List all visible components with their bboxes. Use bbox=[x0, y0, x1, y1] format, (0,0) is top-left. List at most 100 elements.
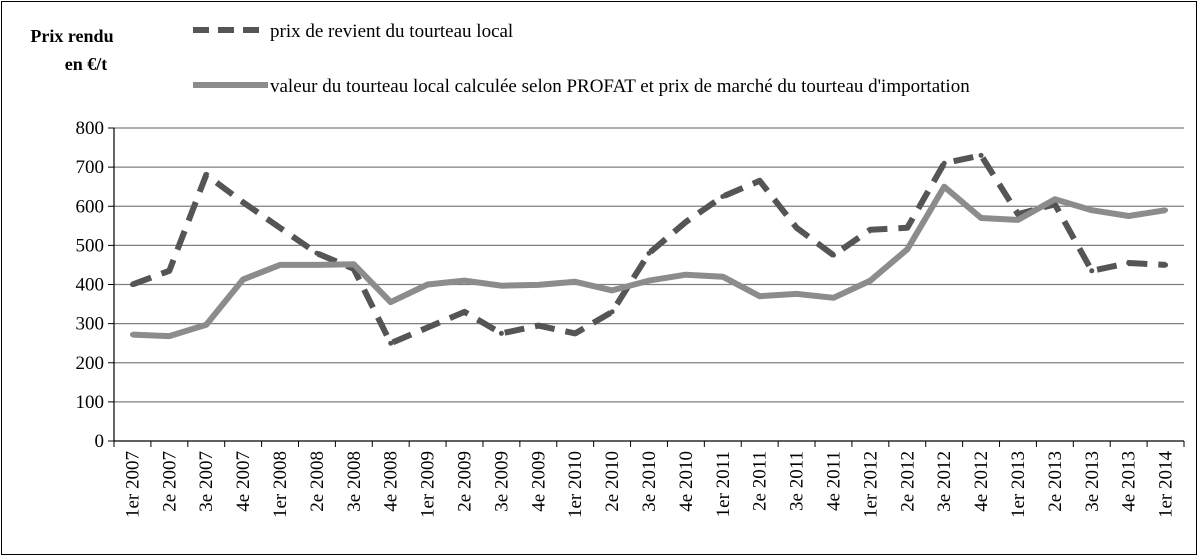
x-tick-label: 3e 2007 bbox=[196, 451, 217, 512]
x-tick-label: 2e 2011 bbox=[750, 451, 771, 511]
x-tick-label: 4e 2010 bbox=[676, 451, 697, 512]
y-axis-title-line2: en €/t bbox=[65, 54, 108, 74]
x-tick-label: 4e 2012 bbox=[971, 451, 992, 512]
x-tick-label: 3e 2012 bbox=[934, 451, 955, 512]
y-tick-label: 100 bbox=[76, 392, 105, 413]
series-line-valeur-profat bbox=[132, 183, 1167, 340]
data-point bbox=[314, 262, 320, 268]
legend-label-valeur-profat: valeur du tourteau local calculée selon … bbox=[270, 76, 970, 97]
data-point bbox=[757, 293, 763, 299]
x-tick-label: 2e 2008 bbox=[307, 451, 328, 512]
data-point bbox=[867, 227, 873, 233]
data-point bbox=[609, 287, 615, 293]
data-point bbox=[166, 268, 172, 274]
data-point bbox=[941, 160, 947, 166]
x-tick-label: 1er 2007 bbox=[122, 451, 143, 518]
y-tick-label: 600 bbox=[76, 196, 105, 217]
data-point bbox=[129, 282, 135, 287]
x-tick-label: 1er 2010 bbox=[565, 451, 586, 518]
x-tick-label: 3e 2013 bbox=[1082, 451, 1103, 512]
data-point bbox=[978, 215, 984, 221]
data-point bbox=[314, 250, 320, 256]
x-tick-label: 4e 2008 bbox=[381, 451, 402, 512]
data-point bbox=[646, 250, 652, 256]
x-tick-label: 1er 2011 bbox=[713, 451, 734, 517]
data-point bbox=[351, 261, 357, 267]
legend-label-prix-revient: prix de revient du tourteau local bbox=[270, 21, 513, 42]
data-point bbox=[646, 278, 652, 284]
data-point bbox=[941, 184, 947, 190]
data-point bbox=[978, 152, 984, 158]
x-tick-label: 1er 2014 bbox=[1156, 451, 1177, 519]
y-axis-ticks: 0 100 200 300 400 500 600 700 800 bbox=[76, 118, 114, 452]
y-tick-label: 500 bbox=[76, 235, 105, 256]
x-tick-label: 1er 2008 bbox=[270, 451, 291, 518]
data-point bbox=[498, 283, 504, 289]
y-tick-label: 0 bbox=[95, 431, 105, 452]
data-point bbox=[462, 309, 468, 315]
gridlines bbox=[114, 127, 1184, 403]
data-point bbox=[277, 262, 283, 268]
data-point bbox=[535, 282, 541, 288]
data-point bbox=[830, 252, 836, 258]
data-point bbox=[425, 282, 431, 287]
x-tick-label: 3e 2008 bbox=[344, 451, 365, 512]
data-point bbox=[203, 322, 209, 328]
x-axis-ticks: 1er 2007 2e 2007 3e 2007 4e 2007 1er 2008 2e … bbox=[113, 441, 1185, 519]
x-tick-label: 4e 2011 bbox=[823, 451, 844, 511]
data-point bbox=[867, 278, 873, 284]
data-point bbox=[240, 199, 246, 205]
x-tick-label: 2e 2009 bbox=[455, 451, 476, 512]
x-tick-label: 2e 2010 bbox=[602, 451, 623, 512]
data-point bbox=[683, 272, 689, 278]
data-point bbox=[1163, 207, 1169, 213]
y-tick-label: 700 bbox=[76, 157, 105, 178]
legend: prix de revient du tourteau local valeur… bbox=[193, 21, 970, 97]
data-point bbox=[757, 178, 763, 184]
data-point bbox=[1015, 211, 1021, 217]
y-axis-title-line1: Prix rendu bbox=[30, 26, 113, 46]
data-point bbox=[720, 193, 726, 199]
data-point bbox=[794, 291, 800, 297]
data-point bbox=[129, 332, 135, 338]
data-point bbox=[609, 309, 615, 315]
data-point bbox=[166, 333, 172, 339]
data-point bbox=[720, 274, 726, 280]
data-point bbox=[904, 246, 910, 252]
data-point bbox=[388, 340, 394, 346]
data-point bbox=[683, 219, 689, 225]
series-lines bbox=[129, 152, 1169, 347]
data-point bbox=[1163, 262, 1169, 268]
y-tick-label: 400 bbox=[76, 275, 105, 296]
x-tick-label: 4e 2013 bbox=[1119, 451, 1140, 512]
data-point bbox=[498, 330, 504, 336]
data-point bbox=[572, 279, 578, 285]
data-point bbox=[572, 330, 578, 336]
x-tick-label: 2e 2007 bbox=[159, 451, 180, 512]
series-line-prix-revient bbox=[131, 152, 1166, 347]
data-point bbox=[240, 276, 246, 282]
data-point bbox=[535, 323, 541, 329]
data-point bbox=[277, 225, 283, 231]
data-point bbox=[830, 295, 836, 301]
data-point bbox=[203, 172, 209, 178]
y-tick-label: 800 bbox=[76, 118, 105, 139]
data-point bbox=[904, 225, 910, 231]
x-tick-label: 2e 2012 bbox=[897, 451, 918, 512]
data-point bbox=[1089, 268, 1095, 274]
x-tick-label: 4e 2007 bbox=[233, 451, 254, 512]
data-point bbox=[425, 325, 431, 331]
x-tick-label: 4e 2009 bbox=[528, 451, 549, 512]
y-tick-label: 300 bbox=[76, 314, 105, 335]
data-point bbox=[1089, 207, 1095, 213]
x-tick-label: 1er 2013 bbox=[1008, 451, 1029, 518]
data-point bbox=[1126, 213, 1132, 219]
x-tick-label: 3e 2010 bbox=[639, 451, 660, 512]
x-tick-label: 1er 2012 bbox=[860, 451, 881, 518]
data-point bbox=[1015, 217, 1021, 223]
y-tick-label: 200 bbox=[76, 353, 105, 374]
data-point bbox=[462, 278, 468, 284]
x-tick-label: 1er 2009 bbox=[418, 451, 439, 518]
